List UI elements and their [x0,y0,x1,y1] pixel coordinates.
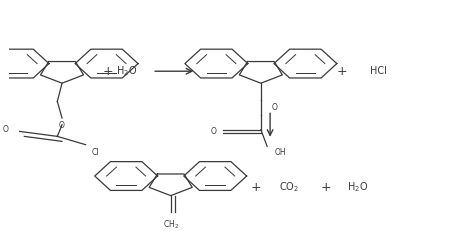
Text: +: + [103,65,114,78]
Text: Cl: Cl [92,148,100,157]
Text: +: + [251,181,262,194]
Text: +: + [320,181,331,194]
Text: O: O [59,120,65,130]
Text: CH$_2$: CH$_2$ [163,219,179,232]
Text: HCl: HCl [370,66,387,76]
Text: OH: OH [275,148,287,157]
Text: O: O [3,125,9,134]
Text: H$_2$O: H$_2$O [116,64,137,78]
Text: O: O [272,103,278,112]
Text: H$_2$O: H$_2$O [347,180,369,194]
Text: O: O [211,127,217,136]
Text: +: + [337,65,347,78]
Text: CO$_2$: CO$_2$ [279,180,299,194]
